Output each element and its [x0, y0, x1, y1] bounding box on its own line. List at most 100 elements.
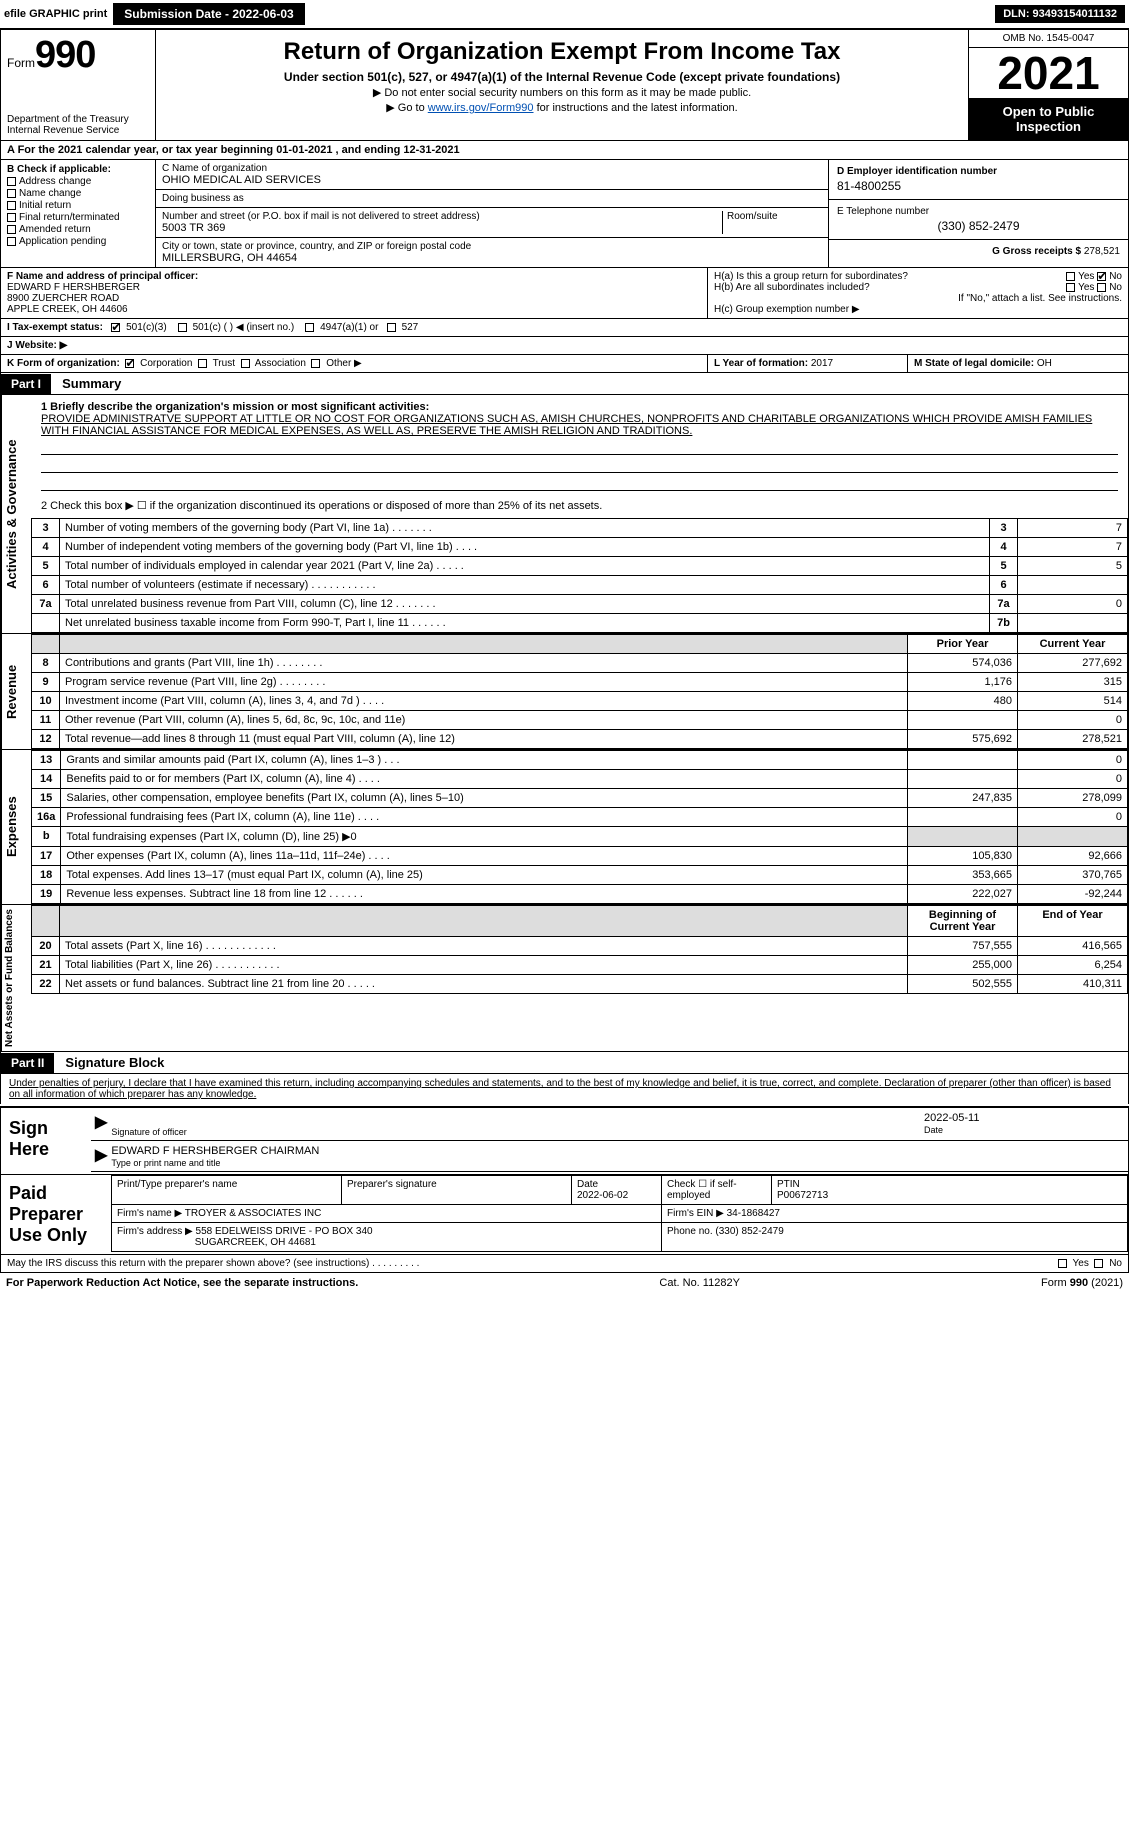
chk-initial-return[interactable]: Initial return [7, 200, 149, 211]
revenue-table: Prior YearCurrent Year8Contributions and… [31, 634, 1128, 749]
printed-label: Type or print name and title [111, 1158, 220, 1168]
sig-officer-line: ▶ Signature of officer 2022-05-11Date [91, 1110, 1128, 1141]
part2-header: Part II Signature Block [0, 1052, 1129, 1074]
chk-final-return[interactable]: Final return/terminated [7, 212, 149, 223]
street-value: 5003 TR 369 [162, 222, 225, 234]
chk-name-change[interactable]: Name change [7, 188, 149, 199]
part1-header: Part I Summary [0, 373, 1129, 395]
discuss-yes-chk[interactable] [1058, 1259, 1067, 1268]
vlabel-governance: Activities & Governance [1, 395, 31, 633]
table-row: bTotal fundraising expenses (Part IX, co… [32, 827, 1128, 847]
arrow-icon: ▶ [95, 1145, 107, 1169]
state-domicile: OH [1037, 358, 1052, 369]
signature-block: Sign Here ▶ Signature of officer 2022-05… [0, 1106, 1129, 1175]
chk-trust[interactable] [198, 359, 207, 368]
org-name: OHIO MEDICAL AID SERVICES [162, 174, 321, 186]
ha-no-chk[interactable] [1097, 272, 1106, 281]
note-ssn: ▶ Do not enter social security numbers o… [164, 86, 960, 99]
governance-table: 3Number of voting members of the governi… [31, 518, 1128, 633]
ha-answer: Yes No [1066, 271, 1122, 282]
discuss-no-chk[interactable] [1094, 1259, 1103, 1268]
chk-assoc[interactable] [241, 359, 250, 368]
table-header-row: Prior YearCurrent Year [32, 635, 1128, 654]
chk-address-change[interactable]: Address change [7, 176, 149, 187]
footer-right: Form 990 (2021) [1041, 1277, 1123, 1289]
printed-name-line: ▶ EDWARD F HERSHBERGER CHAIRMANType or p… [91, 1143, 1128, 1172]
chk-app-pending[interactable]: Application pending [7, 236, 149, 247]
gross-receipts-label: G Gross receipts $ [992, 246, 1081, 257]
discuss-text: May the IRS discuss this return with the… [7, 1258, 419, 1269]
table-row: 19Revenue less expenses. Subtract line 1… [32, 885, 1128, 904]
chk-other[interactable] [311, 359, 320, 368]
footer-mid: Cat. No. 11282Y [659, 1277, 740, 1289]
officer-addr2: APPLE CREEK, OH 44606 [7, 304, 128, 315]
chk-501c[interactable] [178, 323, 187, 332]
table-row: 18Total expenses. Add lines 13–17 (must … [32, 866, 1128, 885]
table-row: 7aTotal unrelated business revenue from … [32, 595, 1128, 614]
chk-4947[interactable] [305, 323, 314, 332]
state-domicile-label: M State of legal domicile: [914, 358, 1034, 369]
table-row: 13Grants and similar amounts paid (Part … [32, 751, 1128, 770]
expenses-table: 13Grants and similar amounts paid (Part … [31, 750, 1128, 904]
table-header-row: Beginning of Current YearEnd of Year [32, 906, 1128, 937]
city-value: MILLERSBURG, OH 44654 [162, 252, 297, 264]
prep-self[interactable]: Check ☐ if self-employed [667, 1179, 737, 1201]
chk-corp[interactable] [125, 359, 134, 368]
form990-link[interactable]: www.irs.gov/Form990 [428, 102, 534, 114]
prep-date-label: Date [577, 1179, 598, 1190]
officer-label: F Name and address of principal officer: [7, 271, 198, 282]
preparer-block: Paid Preparer Use Only Print/Type prepar… [0, 1175, 1129, 1255]
officer-name: EDWARD F HERSHBERGER [7, 282, 140, 293]
prep-row-1: Print/Type preparer's name Preparer's si… [112, 1176, 1128, 1205]
table-row: 22Net assets or fund balances. Subtract … [32, 975, 1128, 994]
firm-addr1: 558 EDELWEISS DRIVE - PO BOX 340 [196, 1226, 373, 1237]
part1-tag: Part I [1, 374, 51, 394]
year-formation-label: L Year of formation: [714, 358, 808, 369]
line-a-tax-year: A For the 2021 calendar year, or tax yea… [0, 141, 1129, 160]
firm-addr-label: Firm's address ▶ [117, 1226, 193, 1237]
discuss-row: May the IRS discuss this return with the… [0, 1255, 1129, 1273]
firm-name-label: Firm's name ▶ [117, 1208, 182, 1219]
chk-amended[interactable]: Amended return [7, 224, 149, 235]
omb-number: OMB No. 1545-0047 [969, 30, 1128, 48]
table-row: 10Investment income (Part VIII, column (… [32, 692, 1128, 711]
form-org-label: K Form of organization: [7, 358, 120, 369]
vlabel-expenses: Expenses [1, 750, 31, 904]
firm-phone: (330) 852-2479 [715, 1226, 783, 1237]
header-left: Form990 Department of the Treasury Inter… [1, 30, 156, 140]
hb-yes-chk[interactable] [1066, 283, 1075, 292]
line-a-text: A For the 2021 calendar year, or tax yea… [7, 144, 460, 156]
ein-label: D Employer identification number [837, 166, 997, 177]
chk-501c3[interactable] [111, 323, 120, 332]
sect-net-assets: Net Assets or Fund Balances Beginning of… [0, 905, 1129, 1052]
top-bar: efile GRAPHIC print Submission Date - 20… [0, 0, 1129, 28]
submission-date-button[interactable]: Submission Date - 2022-06-03 [113, 3, 304, 25]
hb-no-chk[interactable] [1097, 283, 1106, 292]
sect-governance: Activities & Governance 1 Briefly descri… [0, 395, 1129, 634]
form-header: Form990 Department of the Treasury Inter… [0, 28, 1129, 141]
dba-label: Doing business as [162, 193, 244, 204]
line2-text: 2 Check this box ▶ ☐ if the organization… [41, 499, 1118, 512]
part2-tag: Part II [1, 1053, 54, 1073]
table-row: 20Total assets (Part X, line 16) . . . .… [32, 937, 1128, 956]
table-row: 4Number of independent voting members of… [32, 538, 1128, 557]
firm-ein-label: Firm's EIN ▶ [667, 1208, 724, 1219]
header-right: OMB No. 1545-0047 2021 Open to Public In… [968, 30, 1128, 140]
efile-label: efile GRAPHIC print [4, 8, 107, 20]
ha-yes-chk[interactable] [1066, 272, 1075, 281]
paid-preparer-label: Paid Preparer Use Only [1, 1175, 111, 1254]
sig-officer-label: Signature of officer [111, 1127, 186, 1137]
open-to-public: Open to Public Inspection [969, 98, 1128, 140]
box-i: I Tax-exempt status: 501(c)(3) 501(c) ( … [0, 319, 1129, 337]
hc-label: H(c) Group exemption number ▶ [714, 304, 1122, 315]
table-row: 15Salaries, other compensation, employee… [32, 789, 1128, 808]
hb-answer: Yes No [1066, 282, 1122, 293]
ptin-label: PTIN [777, 1179, 800, 1190]
box-f-h: F Name and address of principal officer:… [0, 268, 1129, 319]
chk-527[interactable] [387, 323, 396, 332]
room-label: Room/suite [727, 211, 778, 222]
ptin-value: P00672713 [777, 1190, 828, 1201]
note2-pre: ▶ Go to [386, 102, 427, 114]
firm-phone-label: Phone no. [667, 1226, 713, 1237]
sect-expenses: Expenses 13Grants and similar amounts pa… [0, 750, 1129, 905]
